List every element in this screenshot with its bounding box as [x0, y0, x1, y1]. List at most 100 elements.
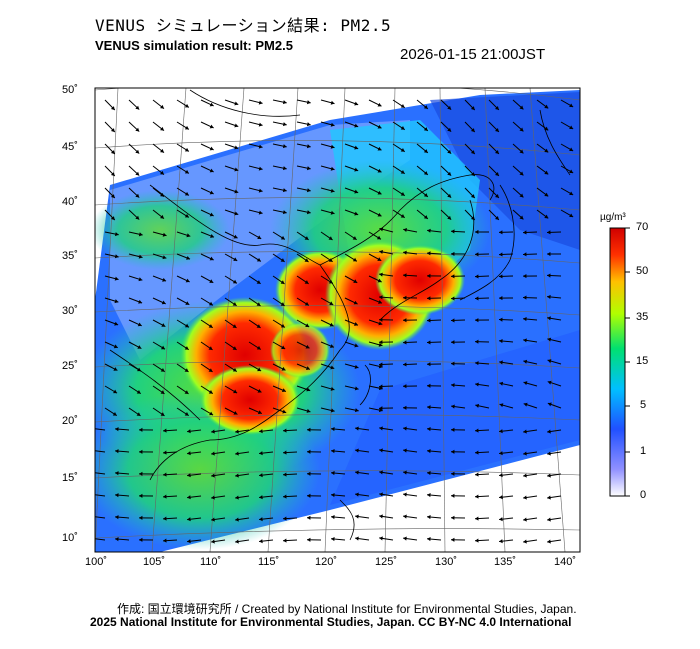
wind-arrowhead — [282, 409, 287, 414]
wind-arrowhead — [403, 295, 407, 300]
map-area — [91, 88, 580, 552]
wind-arrowhead — [160, 412, 165, 416]
wind-arrowhead — [305, 366, 310, 370]
wind-arrowhead — [330, 386, 335, 391]
wind-arrowhead — [304, 301, 309, 306]
wind-arrowhead — [136, 390, 141, 394]
wind-arrowhead — [403, 340, 407, 345]
wind-arrowhead — [355, 536, 359, 541]
wind-arrowhead — [451, 427, 455, 432]
wind-arrowhead — [475, 403, 480, 408]
wind-arrowhead — [475, 450, 479, 455]
wind-arrowhead — [354, 364, 359, 369]
wind-arrowhead — [475, 318, 479, 323]
wind-arrowhead — [208, 368, 213, 372]
wind-arrowhead — [209, 411, 214, 416]
wind-arrowhead — [378, 299, 383, 304]
wind-arrowhead — [235, 517, 239, 522]
wind-arrowhead — [282, 144, 287, 149]
wind-arrowhead — [331, 515, 335, 520]
wind-arrowhead — [137, 345, 142, 349]
wind-arrowhead — [331, 493, 335, 498]
wind-arrowhead — [427, 340, 431, 345]
wind-arrowhead — [355, 448, 359, 453]
wind-arrowhead — [379, 272, 383, 277]
wind-arrowhead — [379, 249, 384, 254]
wind-arrowhead — [114, 321, 119, 326]
wind-arrowhead — [495, 106, 499, 110]
wind-arrowhead — [258, 166, 263, 171]
wind-arrowhead — [258, 122, 263, 127]
wind-arrowhead — [403, 318, 407, 323]
wind-arrowhead — [523, 273, 527, 279]
wind-arrowhead — [138, 254, 143, 259]
wind-arrowhead — [209, 212, 214, 217]
wind-arrowhead — [307, 427, 311, 432]
wind-arrowhead — [235, 495, 239, 500]
wind-arrowhead — [354, 343, 359, 348]
wind-arrowhead — [259, 495, 263, 500]
wind-arrowhead — [113, 389, 118, 394]
wind-arrowhead — [281, 345, 286, 350]
wind-arrowhead — [328, 279, 333, 284]
wind-arrowhead — [258, 100, 263, 105]
wind-arrowhead — [187, 517, 191, 522]
wind-arrowhead — [234, 101, 239, 106]
wind-arrowhead — [114, 299, 119, 304]
wind-arrowhead — [234, 211, 239, 216]
wind-arrowhead — [354, 167, 359, 172]
wind-arrowhead — [354, 101, 359, 106]
wind-arrowhead — [377, 124, 382, 129]
wind-arrowhead — [447, 127, 452, 132]
wind-arrowhead — [209, 124, 214, 129]
wind-arrowhead — [400, 170, 405, 174]
wind-arrowhead — [163, 428, 167, 433]
wind-arrowhead — [378, 364, 383, 369]
wind-arrowhead — [499, 339, 503, 344]
wind-arrowhead — [163, 516, 167, 521]
wind-arrowhead — [282, 166, 287, 171]
wind-arrowhead — [160, 170, 164, 175]
wind-arrowhead — [187, 495, 191, 500]
wind-arrowhead — [235, 473, 239, 478]
wind-arrowhead — [403, 384, 407, 389]
wind-arrowhead — [499, 381, 504, 386]
wind-arrowhead — [377, 102, 382, 107]
wind-arrowhead — [235, 539, 239, 544]
lat-tick: 50˚ — [62, 84, 78, 96]
wind-arrowhead — [475, 296, 479, 301]
wind-arrowhead — [475, 229, 479, 235]
wind-arrowhead — [544, 170, 549, 175]
wind-arrowhead — [499, 473, 503, 478]
wind-arrowhead — [232, 367, 237, 372]
wind-arrowhead — [184, 191, 189, 196]
wind-arrowhead — [470, 194, 475, 199]
colorbar-label: 1 — [640, 445, 647, 457]
wind-arrowhead — [499, 252, 503, 257]
wind-arrowhead — [91, 515, 95, 519]
wind-arrowhead — [91, 427, 95, 431]
wind-arrowhead — [523, 359, 528, 364]
wind-arrowhead — [475, 361, 479, 366]
wind-arrowhead — [112, 411, 117, 416]
colorbar — [609, 227, 626, 497]
wind-arrowhead — [547, 517, 551, 522]
wind-arrow — [95, 538, 106, 541]
lat-tick: 25˚ — [62, 360, 78, 372]
wind-arrowhead — [258, 210, 263, 215]
wind-arrowhead — [211, 473, 215, 478]
lon-tick: 115˚ — [258, 556, 280, 568]
wind-arrowhead — [283, 450, 287, 455]
wind-arrowhead — [184, 125, 189, 130]
colorbar-label: 0 — [640, 489, 647, 501]
wind-arrowhead — [451, 340, 455, 345]
wind-arrowhead — [209, 279, 214, 283]
wind-arrowhead — [135, 171, 140, 176]
title-english: VENUS simulation result: PM2.5 — [95, 38, 293, 53]
wind-arrowhead — [135, 215, 140, 220]
wind-arrowhead — [451, 493, 455, 498]
wind-arrowhead — [475, 274, 479, 279]
lat-tick: 15˚ — [62, 472, 78, 484]
lon-tick: 100˚ — [85, 556, 108, 568]
wind-arrowhead — [523, 517, 527, 522]
